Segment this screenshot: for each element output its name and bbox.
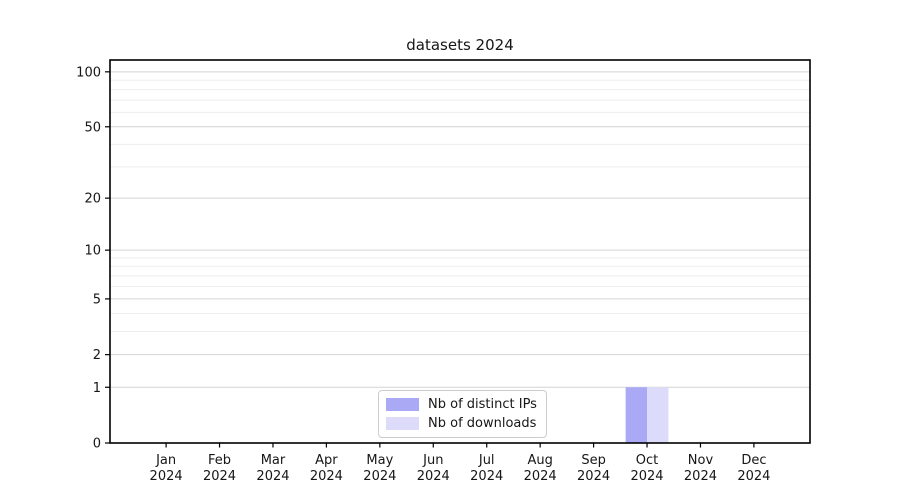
legend: Nb of distinct IPs Nb of downloads: [378, 390, 547, 438]
legend-item-downloads: Nb of downloads: [386, 416, 537, 431]
y-tick-label: 2: [93, 348, 101, 363]
y-tick-label: 100: [76, 65, 101, 80]
y-tick-label: 20: [84, 192, 101, 207]
x-tick-label-month: May: [366, 453, 393, 468]
x-tick-label-month: Sep: [581, 453, 606, 468]
x-tick-label-month: Nov: [688, 453, 714, 468]
x-tick-label-month: Aug: [527, 453, 552, 468]
y-tick-label: 50: [84, 120, 101, 135]
x-tick-label-year: 2024: [524, 469, 557, 484]
x-tick-label-month: Oct: [636, 453, 658, 468]
x-tick-label-month: Jan: [155, 453, 176, 468]
x-tick-label-month: Jun: [422, 453, 443, 468]
x-tick-label-year: 2024: [470, 469, 503, 484]
legend-label-distinct-ips: Nb of distinct IPs: [428, 397, 537, 412]
x-tick-label-month: Dec: [741, 453, 766, 468]
x-tick-label-year: 2024: [310, 469, 343, 484]
bar-oct-distinct-ips: [625, 387, 648, 443]
x-tick-label-month: Apr: [315, 453, 338, 468]
x-tick-label-year: 2024: [256, 469, 289, 484]
x-tick-label-year: 2024: [577, 469, 610, 484]
x-tick-label-month: Mar: [261, 453, 286, 468]
x-tick-label-year: 2024: [417, 469, 450, 484]
x-tick-label-month: Feb: [208, 453, 231, 468]
y-tick-label: 5: [93, 292, 101, 307]
chart-title: datasets 2024: [406, 36, 514, 54]
x-tick-label-month: Jul: [478, 453, 495, 468]
y-tick-label: 10: [84, 244, 101, 259]
x-tick-label-year: 2024: [630, 469, 663, 484]
legend-label-downloads: Nb of downloads: [428, 416, 537, 431]
legend-swatch-distinct-ips: [386, 398, 419, 411]
x-tick-label-year: 2024: [737, 469, 770, 484]
x-tick-label-year: 2024: [363, 469, 396, 484]
plot-area: [109, 59, 811, 444]
legend-swatch-downloads: [386, 417, 419, 430]
x-tick-label-year: 2024: [150, 469, 183, 484]
x-tick-label-year: 2024: [684, 469, 717, 484]
bar-oct-downloads: [647, 387, 669, 443]
legend-item-distinct-ips: Nb of distinct IPs: [386, 397, 537, 412]
y-tick-label: 0: [93, 437, 101, 452]
x-tick-label-year: 2024: [203, 469, 236, 484]
y-tick-label: 1: [93, 381, 101, 396]
